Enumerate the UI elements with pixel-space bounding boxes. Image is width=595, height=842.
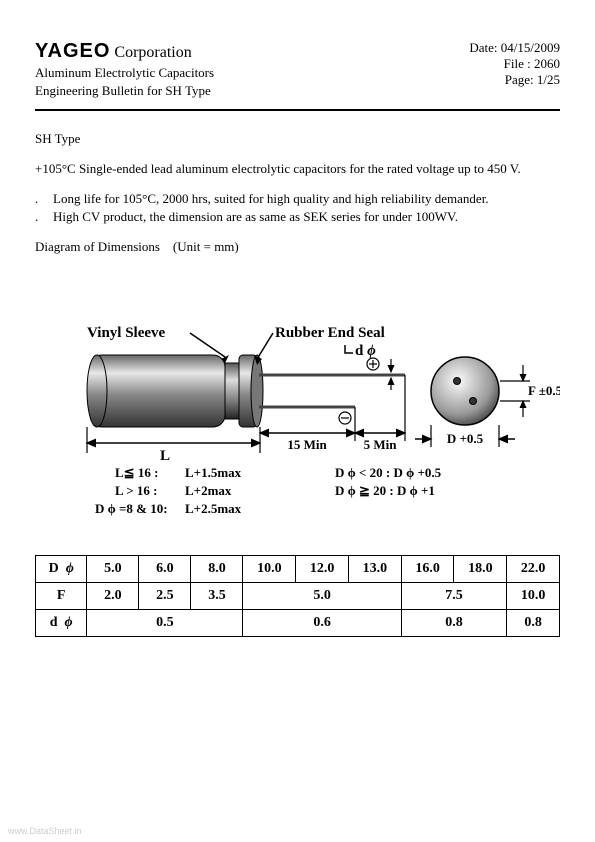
d-phi-label: d ϕ bbox=[355, 343, 376, 359]
table-cell: 22.0 bbox=[507, 556, 560, 583]
table-row: F2.02.53.55.07.510.0 bbox=[36, 583, 560, 610]
table-cell: 0.5 bbox=[87, 610, 243, 637]
diagram-caption: Diagram of Dimensions (Unit = mm) bbox=[35, 239, 560, 255]
table-cell: 2.0 bbox=[87, 583, 139, 610]
rubber-end-seal-label: Rubber End Seal bbox=[275, 325, 385, 341]
table-cell: 0.8 bbox=[507, 610, 560, 637]
bullet-text: High CV product, the dimension are as sa… bbox=[53, 209, 458, 224]
table-cell: 0.6 bbox=[243, 610, 401, 637]
l-cond1v: L+1.5max bbox=[185, 465, 242, 480]
lead-15min-label: 15 Min bbox=[287, 437, 327, 452]
table-cell: 3.5 bbox=[191, 583, 243, 610]
capacitor-svg: Vinyl Sleeve Rubber End Seal d ϕ L 15 Mi… bbox=[35, 315, 560, 545]
table-cell: 5.0 bbox=[243, 583, 401, 610]
table-cell: 6.0 bbox=[139, 556, 191, 583]
table-cell: 8.0 bbox=[191, 556, 243, 583]
l-cond3: D ϕ =8 & 10: bbox=[95, 501, 168, 516]
table-row: d ϕ0.50.60.80.8 bbox=[36, 610, 560, 637]
l-cond2: L > 16 : bbox=[115, 483, 157, 498]
doc-file: File : 2060 bbox=[469, 56, 560, 72]
d-cond1: D ϕ < 20 : D ϕ +0.5 bbox=[335, 465, 442, 480]
description: +105°C Single-ended lead aluminum electr… bbox=[35, 161, 560, 177]
row-label: D ϕ bbox=[36, 556, 87, 583]
capacitor-end-view bbox=[431, 357, 499, 425]
l-cond2v: L+2max bbox=[185, 483, 232, 498]
row-label: d ϕ bbox=[36, 610, 87, 637]
table-cell: 13.0 bbox=[348, 556, 401, 583]
table-row: D ϕ5.06.08.010.012.013.016.018.022.0 bbox=[36, 556, 560, 583]
dimension-table: D ϕ5.06.08.010.012.013.016.018.022.0F2.0… bbox=[35, 555, 560, 637]
watermark: www.DataSheet.in bbox=[8, 826, 82, 836]
table-cell: 2.5 bbox=[139, 583, 191, 610]
doc-page: Page: 1/25 bbox=[469, 72, 560, 88]
corporation-word: Corporation bbox=[110, 44, 191, 61]
brand-line: YAGEO Corporation bbox=[35, 40, 214, 63]
table-cell: 10.0 bbox=[243, 556, 296, 583]
bullet-item: .High CV product, the dimension are as s… bbox=[35, 209, 560, 225]
type-label: SH Type bbox=[35, 131, 560, 147]
d-tolerance-label: D +0.5 bbox=[447, 431, 484, 446]
header-divider bbox=[35, 109, 560, 111]
subtitle-line-1: Aluminum Electrolytic Capacitors bbox=[35, 65, 214, 81]
bullet-list: .Long life for 105°C, 2000 hrs, suited f… bbox=[35, 191, 560, 225]
header-left: YAGEO Corporation Aluminum Electrolytic … bbox=[35, 40, 214, 99]
capacitor-side-view bbox=[87, 355, 405, 427]
table-cell: 0.8 bbox=[401, 610, 507, 637]
table-cell: 18.0 bbox=[454, 556, 507, 583]
document-header: YAGEO Corporation Aluminum Electrolytic … bbox=[35, 40, 560, 99]
l-cond3v: L+2.5max bbox=[185, 501, 242, 516]
bullet-text: Long life for 105°C, 2000 hrs, suited fo… bbox=[53, 191, 489, 206]
d-cond2: D ϕ ≧ 20 : D ϕ +1 bbox=[335, 483, 435, 498]
l-dimension-label: L bbox=[160, 448, 170, 464]
doc-date: Date: 04/15/2009 bbox=[469, 40, 560, 56]
subtitle-line-2: Engineering Bulletin for SH Type bbox=[35, 83, 214, 99]
brand-name: YAGEO bbox=[35, 40, 110, 62]
table-cell: 7.5 bbox=[401, 583, 507, 610]
row-label: F bbox=[36, 583, 87, 610]
lead-5min-label: 5 Min bbox=[364, 437, 398, 452]
bullet-item: .Long life for 105°C, 2000 hrs, suited f… bbox=[35, 191, 560, 207]
dimension-diagram: Vinyl Sleeve Rubber End Seal d ϕ L 15 Mi… bbox=[35, 315, 560, 549]
table-cell: 12.0 bbox=[296, 556, 349, 583]
header-right: Date: 04/15/2009 File : 2060 Page: 1/25 bbox=[469, 40, 560, 88]
l-cond1: L≦ 16 : bbox=[115, 465, 158, 480]
table-cell: 16.0 bbox=[401, 556, 454, 583]
vinyl-sleeve-label: Vinyl Sleeve bbox=[87, 325, 166, 341]
f-tolerance-label: F ±0.5 bbox=[528, 383, 560, 398]
table-cell: 5.0 bbox=[87, 556, 139, 583]
table-cell: 10.0 bbox=[507, 583, 560, 610]
